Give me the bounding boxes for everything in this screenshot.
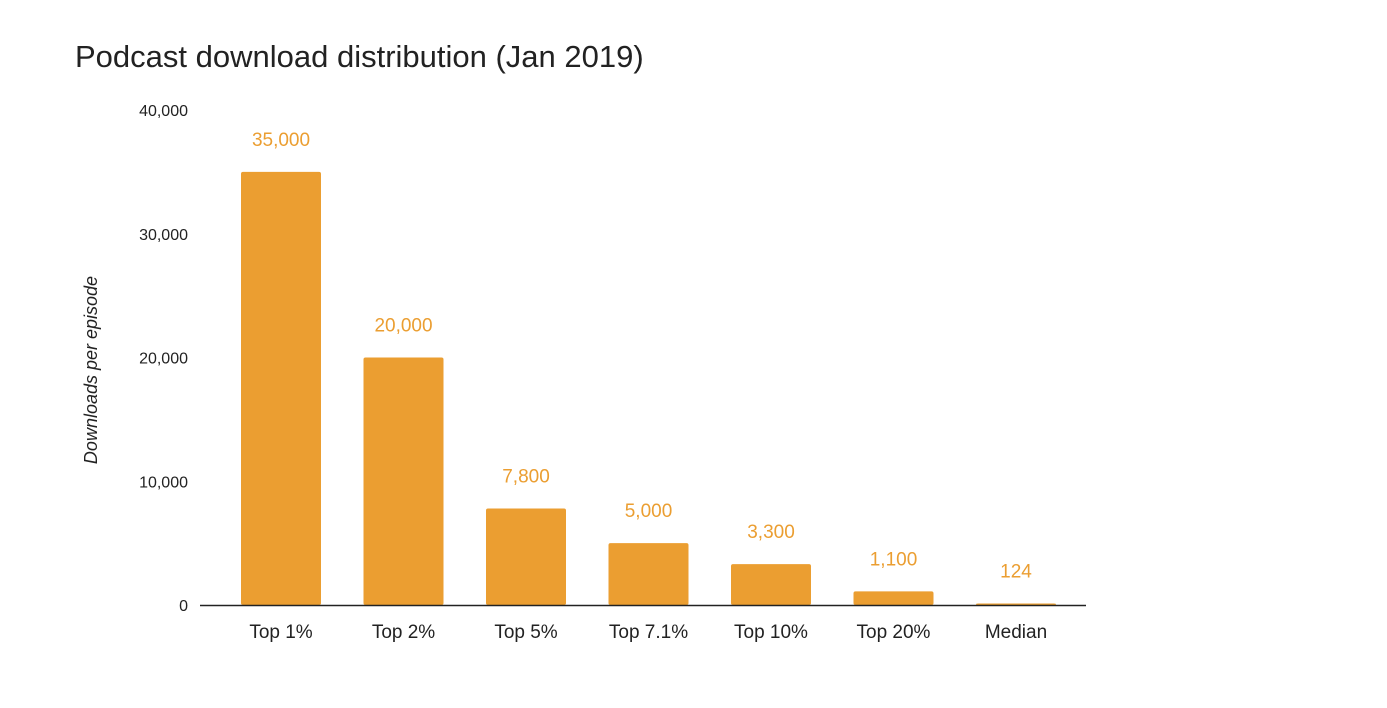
chart-title: Podcast download distribution (Jan 2019) <box>75 39 644 74</box>
x-tick-label: Top 1% <box>249 622 312 643</box>
bar <box>731 564 811 605</box>
data-label: 3,300 <box>747 522 795 543</box>
bar <box>976 603 1056 605</box>
x-axis-ticks: Top 1% Top 2% Top 5% Top 7.1% Top 10% Top 20%… <box>249 622 1047 643</box>
bar <box>241 171 321 605</box>
x-tick-label: Top 2% <box>372 622 435 643</box>
y-tick-label: 40,000 <box>139 103 188 120</box>
bar <box>853 591 934 605</box>
data-label: 7,800 <box>502 466 550 487</box>
x-tick-label: Top 7.1% <box>609 622 688 643</box>
y-tick-label: 20,000 <box>139 351 188 368</box>
x-tick-label: Top 20% <box>857 622 931 643</box>
y-tick-label: 10,000 <box>139 474 188 491</box>
bar <box>608 543 689 605</box>
x-tick-label: Top 5% <box>494 622 557 643</box>
bars <box>241 171 1056 605</box>
y-tick-label: 0 <box>179 598 188 615</box>
y-tick-label: 30,000 <box>139 227 188 244</box>
bar <box>486 508 566 605</box>
bar <box>363 357 444 605</box>
x-tick-label: Top 10% <box>734 622 808 643</box>
x-tick-label: Median <box>985 622 1047 643</box>
y-axis-label: Downloads per episode <box>81 276 101 464</box>
data-label: 124 <box>1000 561 1032 582</box>
data-label: 5,000 <box>625 501 673 522</box>
data-label: 1,100 <box>870 549 918 570</box>
data-label: 20,000 <box>374 316 432 337</box>
y-axis-ticks: 0 10,000 20,000 30,000 40,000 <box>139 103 188 615</box>
data-label: 35,000 <box>252 130 310 151</box>
data-labels: 35,000 20,000 7,800 5,000 3,300 1,100 124 <box>252 130 1032 583</box>
